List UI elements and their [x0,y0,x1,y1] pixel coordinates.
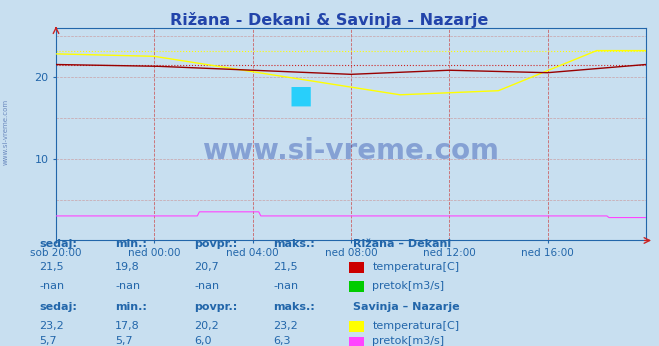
Text: maks.:: maks.: [273,302,315,312]
Text: povpr.:: povpr.: [194,302,238,312]
Text: -nan: -nan [273,281,299,291]
Text: Rižana – Dekani: Rižana – Dekani [353,239,451,249]
Text: temperatura[C]: temperatura[C] [372,262,459,272]
Text: 23,2: 23,2 [273,321,299,331]
Text: 20,2: 20,2 [194,321,219,331]
Text: 6,0: 6,0 [194,336,212,346]
Text: 6,3: 6,3 [273,336,291,346]
Text: www.si-vreme.com: www.si-vreme.com [2,98,9,165]
Text: 23,2: 23,2 [40,321,65,331]
Text: 21,5: 21,5 [40,262,64,272]
Text: 17,8: 17,8 [115,321,140,331]
Text: ▪: ▪ [287,77,314,115]
Text: pretok[m3/s]: pretok[m3/s] [372,281,444,291]
Text: -nan: -nan [40,281,65,291]
Text: www.si-vreme.com: www.si-vreme.com [202,137,500,165]
Text: 5,7: 5,7 [40,336,57,346]
Text: maks.:: maks.: [273,239,315,249]
Text: pretok[m3/s]: pretok[m3/s] [372,336,444,346]
Text: min.:: min.: [115,239,147,249]
Text: -nan: -nan [194,281,219,291]
Text: 19,8: 19,8 [115,262,140,272]
Text: -nan: -nan [115,281,140,291]
Text: min.:: min.: [115,302,147,312]
Text: 5,7: 5,7 [115,336,133,346]
Text: temperatura[C]: temperatura[C] [372,321,459,331]
Text: povpr.:: povpr.: [194,239,238,249]
Text: Rižana - Dekani & Savinja - Nazarje: Rižana - Dekani & Savinja - Nazarje [170,12,489,28]
Text: Savinja – Nazarje: Savinja – Nazarje [353,302,459,312]
Text: 21,5: 21,5 [273,262,298,272]
Text: sedaj:: sedaj: [40,302,77,312]
Text: 20,7: 20,7 [194,262,219,272]
Text: sedaj:: sedaj: [40,239,77,249]
